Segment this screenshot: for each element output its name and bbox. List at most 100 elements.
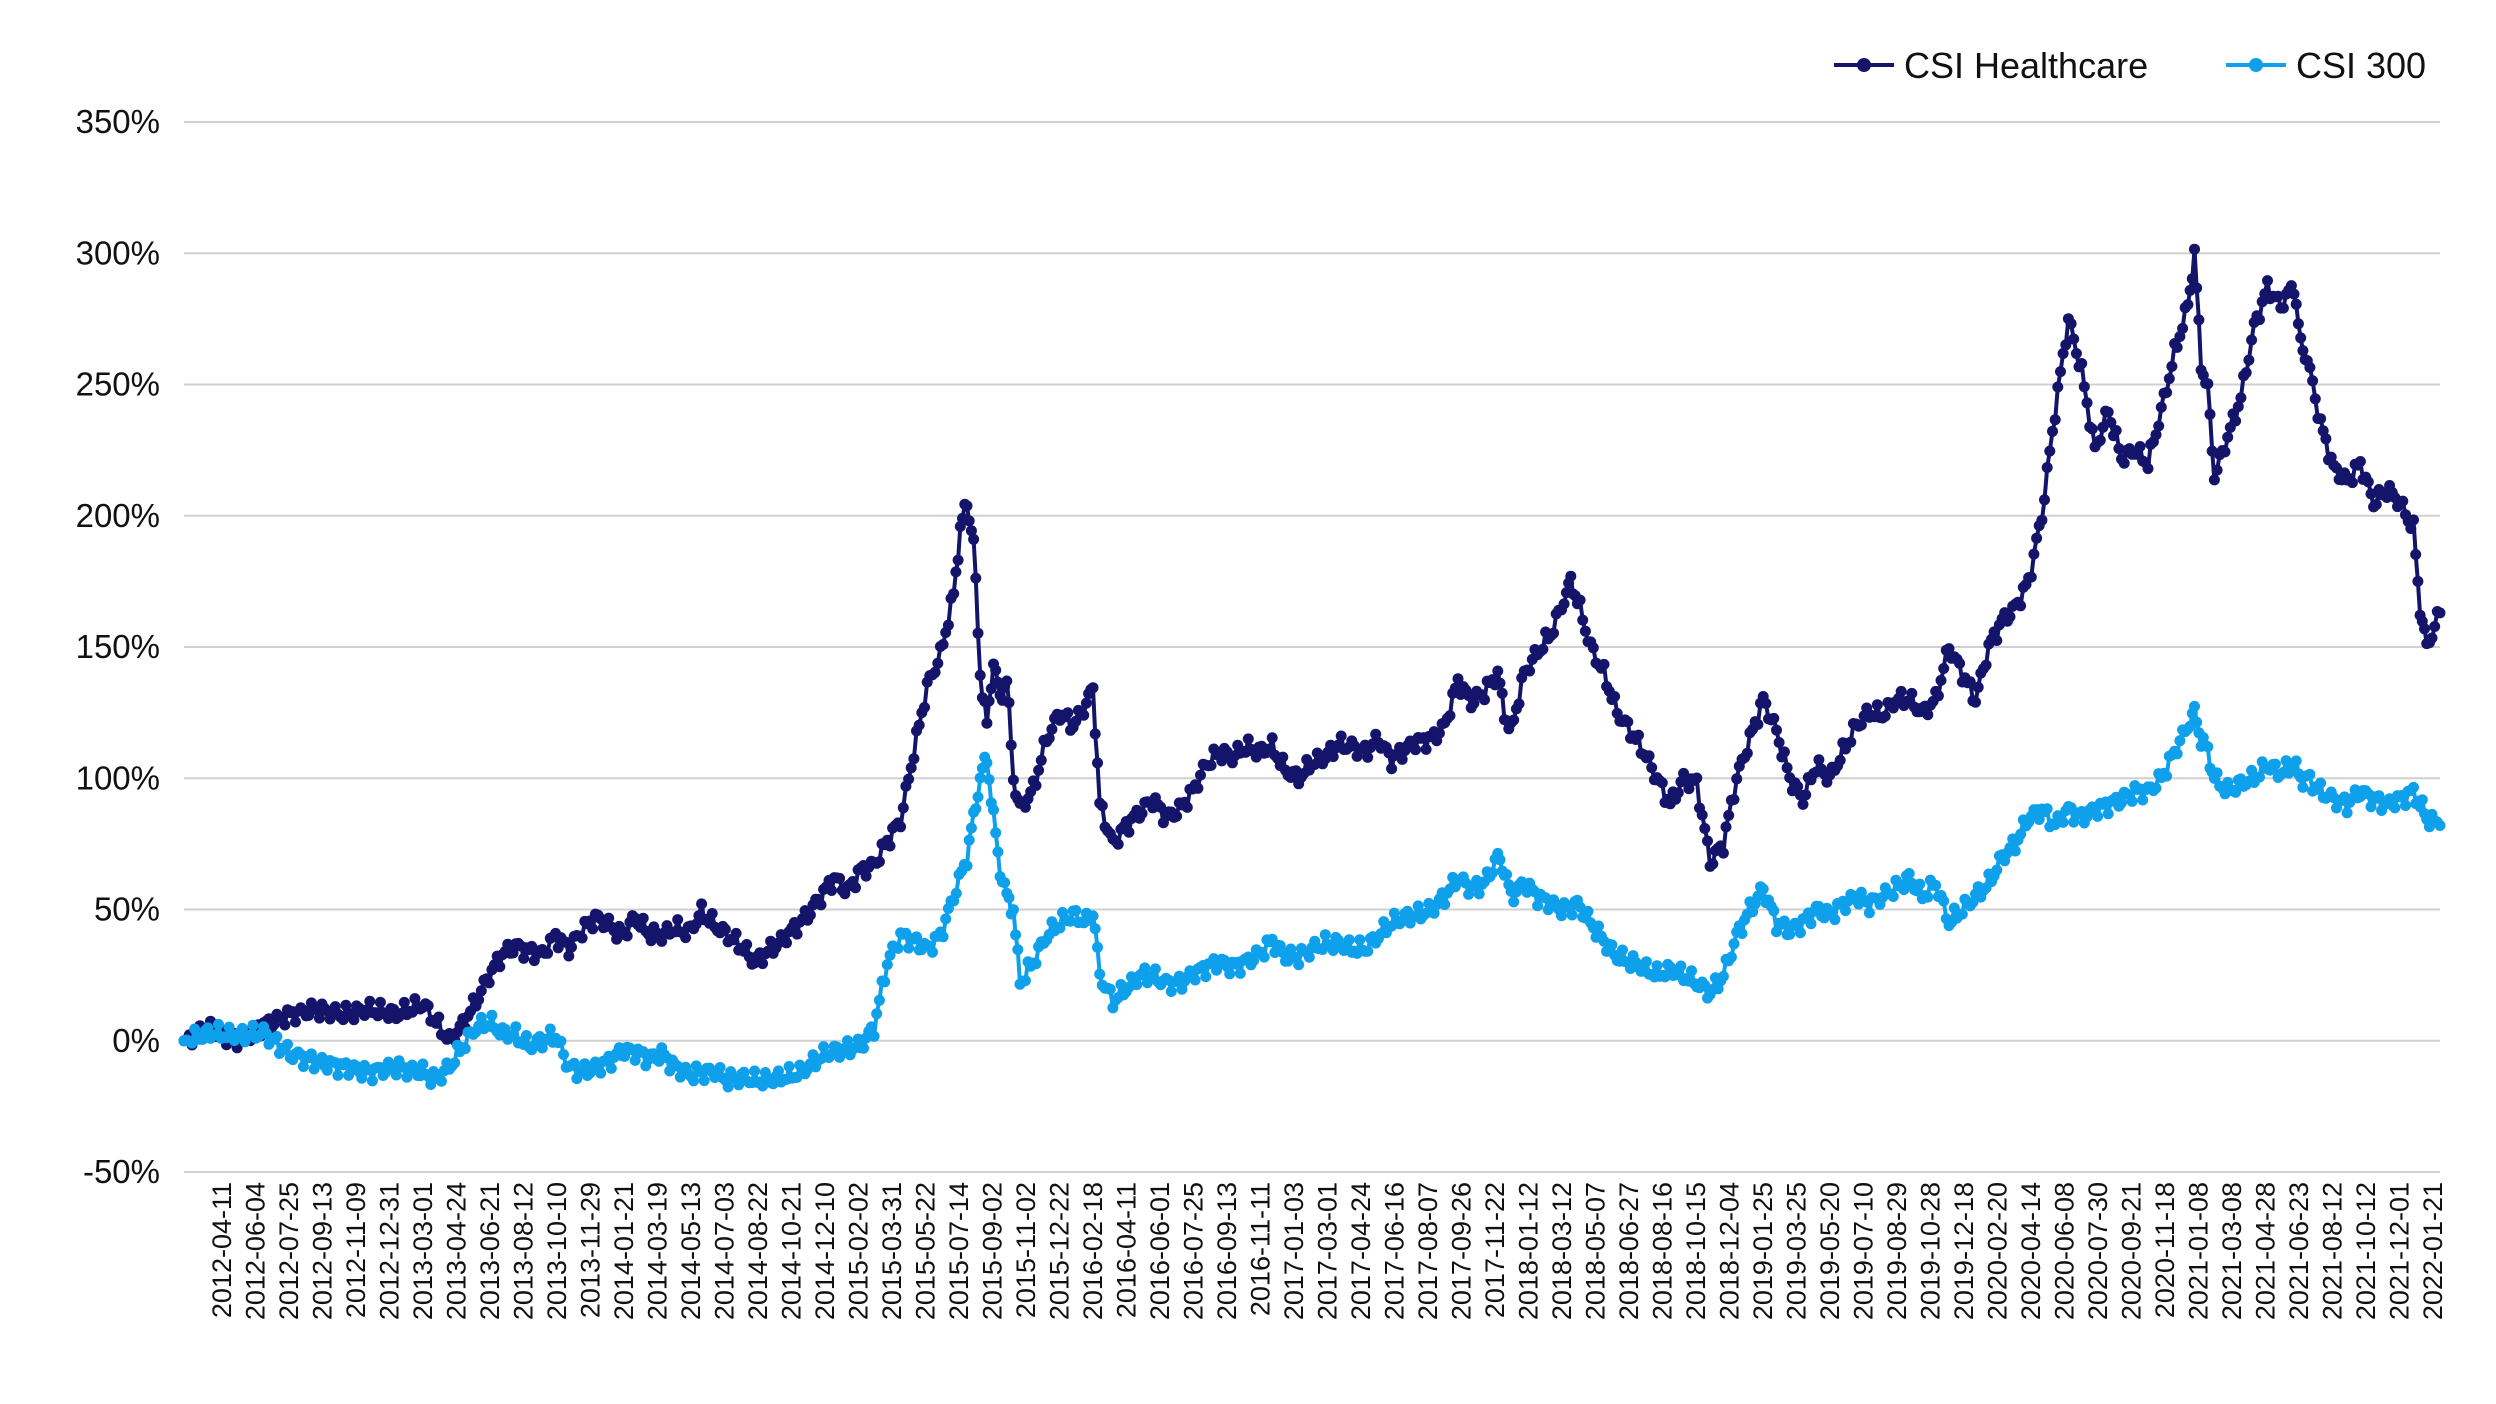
data-point bbox=[961, 860, 973, 872]
data-point bbox=[730, 927, 742, 939]
data-point bbox=[1773, 737, 1785, 748]
data-point bbox=[605, 1062, 617, 1074]
data-point bbox=[1019, 975, 1031, 987]
y-tick-label: 300% bbox=[76, 234, 160, 271]
data-point bbox=[1487, 867, 1498, 879]
data-point bbox=[1938, 663, 1950, 674]
data-point bbox=[2292, 318, 2304, 330]
data-point bbox=[999, 877, 1011, 889]
data-point bbox=[2365, 801, 2377, 813]
x-tick-label: 2015-02-02 bbox=[844, 1182, 874, 1320]
data-point bbox=[1494, 677, 1506, 689]
data-point bbox=[913, 719, 925, 731]
data-point bbox=[1717, 970, 1729, 982]
data-point bbox=[1444, 710, 1456, 722]
data-point bbox=[1492, 665, 1504, 677]
data-point bbox=[2262, 275, 2273, 287]
data-point bbox=[714, 1062, 726, 1073]
data-point bbox=[2193, 314, 2205, 326]
data-point bbox=[1640, 956, 1652, 968]
x-tick-label: 2017-01-03 bbox=[1279, 1182, 1309, 1320]
data-point bbox=[382, 1013, 394, 1024]
x-tick-label: 2019-12-18 bbox=[1949, 1182, 1979, 1320]
x-tick-label: 2020-04-14 bbox=[2016, 1182, 2046, 1320]
data-point bbox=[865, 1021, 877, 1033]
data-point bbox=[1556, 910, 1567, 922]
data-point bbox=[1672, 787, 1684, 799]
data-point bbox=[332, 1069, 344, 1081]
data-point bbox=[981, 717, 993, 729]
data-point bbox=[2341, 807, 2353, 819]
data-point bbox=[983, 695, 995, 707]
data-point bbox=[919, 701, 930, 713]
data-point bbox=[2373, 790, 2385, 802]
data-point bbox=[459, 1043, 471, 1055]
x-tick-label: 2015-07-14 bbox=[944, 1182, 974, 1320]
data-point bbox=[401, 1071, 413, 1083]
x-tick-label: 2012-12-31 bbox=[375, 1182, 405, 1320]
data-point bbox=[1362, 751, 1374, 763]
data-point bbox=[2315, 413, 2327, 425]
x-tick-label: 2014-10-21 bbox=[777, 1182, 807, 1320]
data-point bbox=[1092, 941, 1103, 953]
data-point bbox=[2408, 781, 2419, 793]
data-point bbox=[279, 1019, 291, 1031]
data-point bbox=[2097, 421, 2109, 433]
data-point bbox=[1386, 763, 1398, 775]
data-point bbox=[897, 802, 909, 814]
data-point bbox=[680, 932, 692, 944]
data-point bbox=[2186, 273, 2198, 285]
data-point bbox=[963, 834, 975, 846]
x-tick-label: 2021-01-08 bbox=[2184, 1182, 2214, 1320]
data-point bbox=[1707, 858, 1719, 870]
data-point bbox=[2304, 362, 2316, 373]
data-point bbox=[1496, 687, 1508, 699]
data-point bbox=[2174, 735, 2186, 747]
data-point bbox=[1537, 643, 1549, 655]
data-point bbox=[1906, 687, 1918, 699]
x-tick-label: 2015-12-22 bbox=[1045, 1182, 1075, 1320]
data-point bbox=[2290, 755, 2302, 767]
data-point bbox=[2243, 354, 2255, 366]
data-point bbox=[1195, 769, 1206, 781]
data-point bbox=[1019, 801, 1031, 813]
data-point bbox=[871, 1008, 883, 1020]
data-point bbox=[1092, 757, 1103, 769]
data-point bbox=[719, 923, 731, 935]
data-point bbox=[2155, 401, 2167, 413]
data-point bbox=[950, 566, 962, 578]
data-point bbox=[1094, 968, 1106, 980]
data-point bbox=[417, 1058, 429, 1070]
x-tick-label: 2012-07-25 bbox=[274, 1182, 304, 1320]
data-point bbox=[1139, 962, 1151, 974]
series-layer bbox=[178, 243, 2446, 1093]
data-point bbox=[1922, 891, 1934, 903]
data-point bbox=[348, 1014, 360, 1026]
data-point bbox=[2320, 433, 2332, 445]
data-point bbox=[305, 1048, 317, 1060]
x-tick-label: 2012-04-11 bbox=[207, 1182, 237, 1318]
data-point bbox=[1741, 747, 1753, 759]
data-point bbox=[1089, 728, 1101, 740]
x-tick-label: 2015-11-02 bbox=[1011, 1182, 1041, 1318]
data-point bbox=[1007, 774, 1019, 786]
y-tick-label: 0% bbox=[112, 1022, 160, 1059]
data-point bbox=[2434, 820, 2446, 831]
data-point bbox=[2094, 434, 2106, 446]
x-tick-label: 2013-11-29 bbox=[576, 1182, 606, 1318]
data-point bbox=[1354, 934, 1366, 946]
data-point bbox=[1258, 951, 1270, 963]
data-point bbox=[2166, 360, 2178, 372]
data-point bbox=[1003, 697, 1015, 709]
data-point bbox=[1794, 927, 1806, 939]
x-tick-label: 2018-12-04 bbox=[1715, 1182, 1745, 1320]
data-point bbox=[992, 846, 1004, 858]
data-point bbox=[2222, 431, 2234, 443]
data-point bbox=[587, 923, 599, 935]
data-point bbox=[1752, 718, 1764, 730]
data-point bbox=[2004, 611, 2016, 623]
data-point bbox=[2219, 446, 2231, 458]
x-tick-label: 2020-06-08 bbox=[2050, 1182, 2080, 1320]
legend-marker-csi-healthcare bbox=[1857, 58, 1871, 72]
data-point bbox=[2076, 358, 2088, 369]
